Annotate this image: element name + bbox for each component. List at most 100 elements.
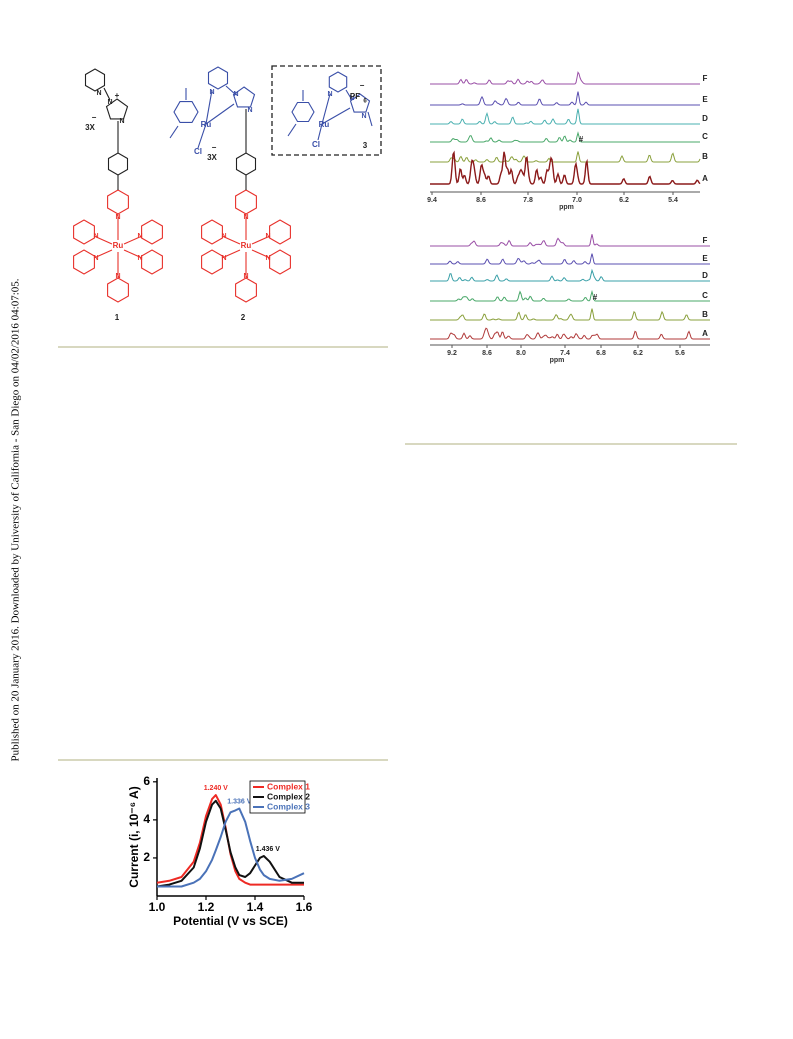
nmr-tick-label: 5.6 [675,350,685,357]
spectrum-trace [430,131,700,143]
atom-label: Ru [201,120,212,129]
trace-label: B [702,310,708,319]
compound-label: 1 [115,313,120,322]
ring [269,249,291,275]
ring [269,219,291,245]
bond [93,235,113,245]
sidebar-note: Published on 20 January 2016. Downloaded… [10,278,22,761]
compound-label: 3 [363,141,368,150]
bond [287,123,297,137]
peak-annotation: 1.336 V [227,798,251,805]
spectrum-trace [430,308,710,321]
atom-label: 3X [207,153,217,162]
trace-label: F [703,74,708,83]
trace-label: D [702,114,708,123]
spectrum-trace [430,150,701,185]
ring [232,86,256,108]
atom-label: N [115,273,120,280]
atom-label: N [243,273,248,280]
y-axis-label: Current (i, 10⁻⁶ A) [127,786,141,887]
ring [235,277,257,303]
atom-label: − [212,143,217,152]
atom-label: N [247,107,252,114]
trace-label: B [702,152,708,161]
trace-label: F [703,236,708,245]
nmr-marker: # [579,135,584,144]
trace-label: C [702,291,708,300]
ring [291,101,315,123]
nmr-tick-label: 9.2 [447,350,457,357]
bond [123,235,143,245]
trace-label: D [702,271,708,280]
nmr-tick-label: 5.4 [668,197,678,204]
ring [141,249,163,275]
atom-label: − [360,81,365,90]
y-tick-label: 2 [143,850,150,864]
dpv-chart: 1.0 1.2 1.4 1.6 2 4 6 Potential (V vs SCE) Curre… [127,774,312,928]
spectrum-trace [430,108,700,125]
spectrum-trace [430,268,710,282]
bond [103,87,111,101]
atom-label: N [265,233,270,240]
atom-label: N [115,214,120,221]
bond [205,103,235,125]
x-axis-label: Potential (V vs SCE) [173,914,288,928]
spectrum-trace [430,289,710,302]
nmr-tick-label: 8.6 [482,350,492,357]
spectrum-trace [430,71,700,85]
ring [107,277,129,303]
bond [317,123,323,141]
bond [251,249,271,259]
bond [197,123,207,149]
x-tick-label: 1.4 [247,900,264,914]
atom-label: Ru [113,241,124,250]
nmr-tick-label: 8.0 [516,350,526,357]
series-line [156,799,304,888]
ring [105,98,129,120]
bond [345,89,353,101]
atom-label: N [137,233,142,240]
ring [207,66,229,90]
spectrum-trace [430,327,710,340]
bond [367,111,373,127]
ring [84,68,106,92]
peak-annotation: 1.436 V [256,846,280,853]
atom-label: N [265,255,270,262]
ring [235,189,257,215]
atom-label: N [233,91,238,98]
nmr-tick-label: 6.2 [619,197,629,204]
nmr-tick-label: 9.4 [427,197,437,204]
ring [201,219,223,245]
spectrum-trace [430,253,710,265]
y-tick-label: 6 [143,774,150,788]
atom-label: − [92,113,97,122]
series-line [157,807,305,888]
dashed-box [271,65,382,156]
atom-label: N [361,113,366,120]
spectrum-trace [430,151,701,163]
nmr-tick-label: 6.2 [633,350,643,357]
nmr-tick-label: 8.6 [476,197,486,204]
atom-label: N [349,95,354,102]
nmr-axis-label: ppm [550,357,565,364]
bond [221,249,241,259]
atom-label: N [209,89,214,96]
atom-label: 6 [363,99,367,105]
x-tick-label: 1.2 [198,900,215,914]
atom-label: N [221,233,226,240]
atom-label: Ru [241,241,252,250]
ring [141,219,163,245]
trace-label: C [702,132,708,141]
bond [169,125,179,139]
atom-label: Cl [194,147,202,156]
ring [73,249,95,275]
legend-label: Complex 3 [267,801,310,811]
spectrum-trace [430,91,700,106]
atom-label: Cl [312,140,320,149]
atom-label: N [96,90,101,97]
spectrum-trace [430,234,710,247]
atom-label: 3X [85,123,95,132]
bond [321,107,351,125]
